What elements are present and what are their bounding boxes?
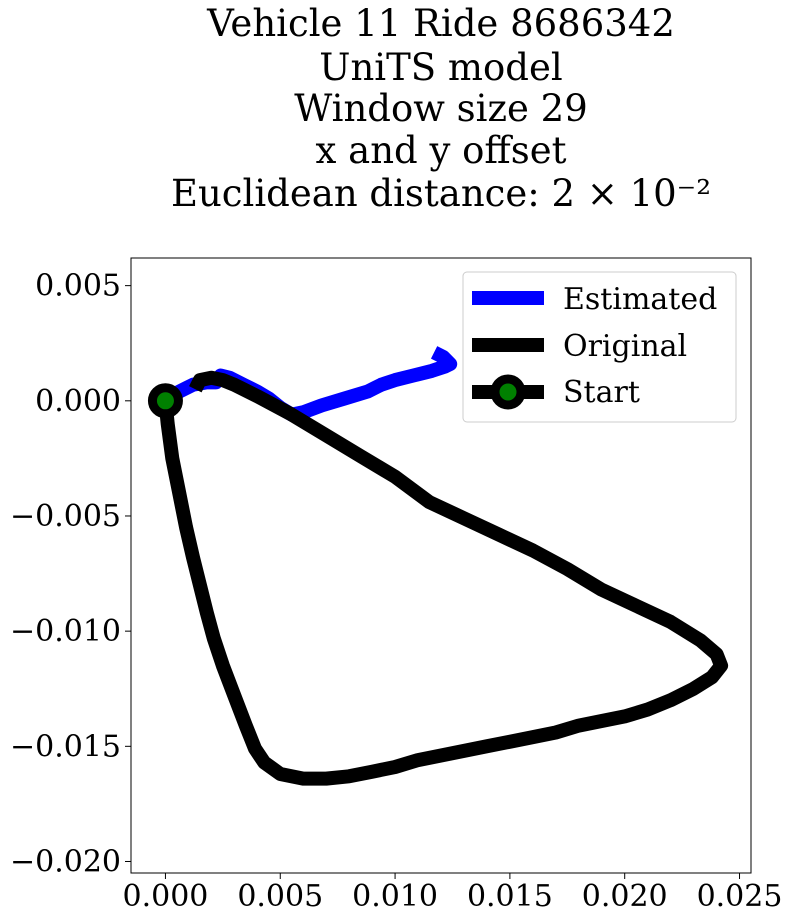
title-line-1: Vehicle 11 Ride 8686342 <box>206 2 675 45</box>
x-tick-label: 0.010 <box>352 879 438 914</box>
y-tick-label: −0.010 <box>10 614 121 649</box>
legend-box <box>462 271 737 423</box>
title-line-3: Window size 29 <box>294 87 588 130</box>
series-line-original <box>158 370 729 786</box>
legend: Estimated Original Start <box>462 271 737 423</box>
y-axis: 0.005 0.000 −0.005 −0.010 −0.015 −0.020 <box>10 269 131 879</box>
title-line-4: x and y offset <box>316 129 567 172</box>
legend-label-estimated: Estimated <box>563 282 717 317</box>
x-axis: 0.000 0.005 0.010 0.015 0.020 0.025 <box>122 873 782 914</box>
y-tick-label: 0.005 <box>35 269 121 304</box>
y-tick-label: −0.005 <box>10 499 121 534</box>
start-layer <box>147 383 183 419</box>
legend-label-original: Original <box>563 329 687 364</box>
y-tick-label: −0.015 <box>10 729 121 764</box>
x-tick-label: 0.025 <box>697 879 783 914</box>
title-line-2: UniTS model <box>319 46 562 89</box>
y-tick-label: 0.000 <box>35 384 121 419</box>
chart-title: Vehicle 11 Ride 8686342 UniTS model Wind… <box>171 2 711 215</box>
plot-frame <box>130 257 752 874</box>
title-line-5: Euclidean distance: 2 × 10⁻² <box>171 172 711 215</box>
legend-label-start: Start <box>563 375 640 410</box>
y-tick-label: −0.020 <box>10 844 121 879</box>
x-tick-label: 0.015 <box>467 879 553 914</box>
x-tick-label: 0.000 <box>122 879 208 914</box>
start-point-marker <box>147 383 183 419</box>
x-tick-label: 0.005 <box>237 879 323 914</box>
series-layer <box>158 346 729 786</box>
legend-swatch-start-marker <box>490 374 526 410</box>
x-tick-label: 0.020 <box>582 879 668 914</box>
